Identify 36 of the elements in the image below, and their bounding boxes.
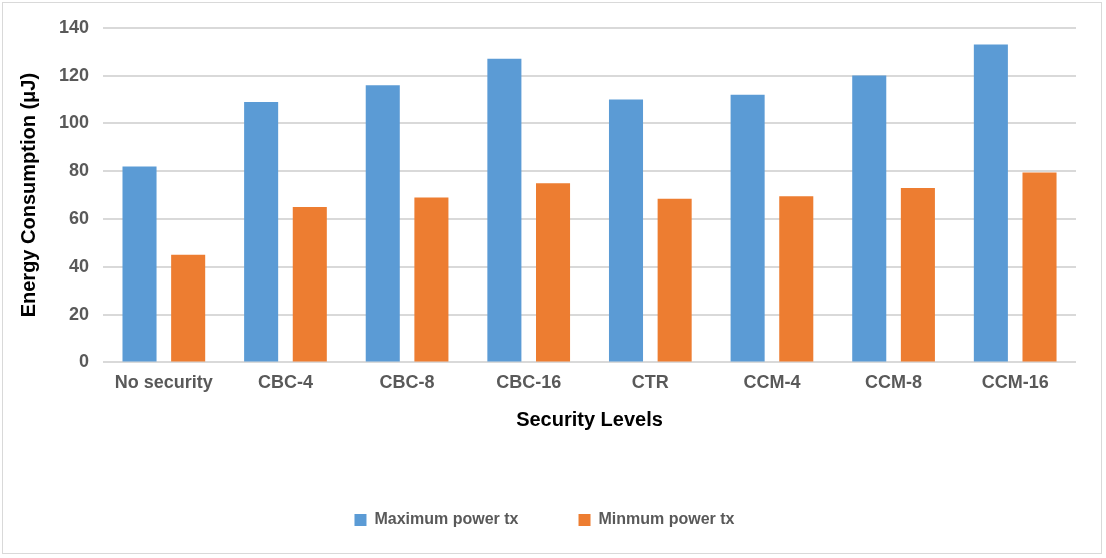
bar	[852, 75, 887, 362]
bar	[608, 99, 644, 362]
y-tick-label: 120	[58, 64, 90, 85]
bar	[973, 44, 1008, 362]
bar	[292, 207, 327, 362]
y-tick-label: 60	[69, 207, 90, 228]
x-axis-title: Security Levels	[516, 407, 663, 430]
x-tick-label: CBC-8	[379, 372, 435, 393]
bar	[487, 58, 522, 362]
bar	[171, 254, 206, 362]
bar	[536, 183, 571, 362]
y-axis-title: Energy Consumption (μJ)	[16, 72, 39, 318]
x-tick-label: CCM-4	[743, 372, 801, 393]
y-tick-label: 80	[69, 160, 90, 181]
legend-label: Minmum power tx	[598, 510, 735, 528]
bar	[365, 85, 400, 362]
bar	[779, 196, 814, 362]
legend-label: Maximum power tx	[374, 510, 519, 528]
y-tick-label: 100	[58, 112, 90, 133]
y-tick-label: 20	[69, 303, 90, 324]
x-tick-label: CBC-16	[496, 372, 562, 393]
bar	[730, 94, 765, 362]
x-tick-label: CBC-4	[257, 372, 313, 393]
y-tick-label: 40	[69, 255, 90, 276]
bar	[900, 187, 935, 362]
bar	[657, 198, 692, 362]
bar	[1022, 172, 1057, 362]
x-tick-label: CCM-8	[865, 372, 923, 393]
bar	[244, 101, 279, 362]
x-tick-label: No security	[114, 372, 213, 393]
bar	[122, 166, 157, 362]
y-tick-label: 140	[58, 16, 90, 37]
y-tick-label: 0	[79, 351, 90, 372]
x-tick-label: CCM-16	[981, 372, 1049, 393]
x-tick-label: CTR	[631, 372, 669, 393]
bar	[414, 197, 449, 362]
